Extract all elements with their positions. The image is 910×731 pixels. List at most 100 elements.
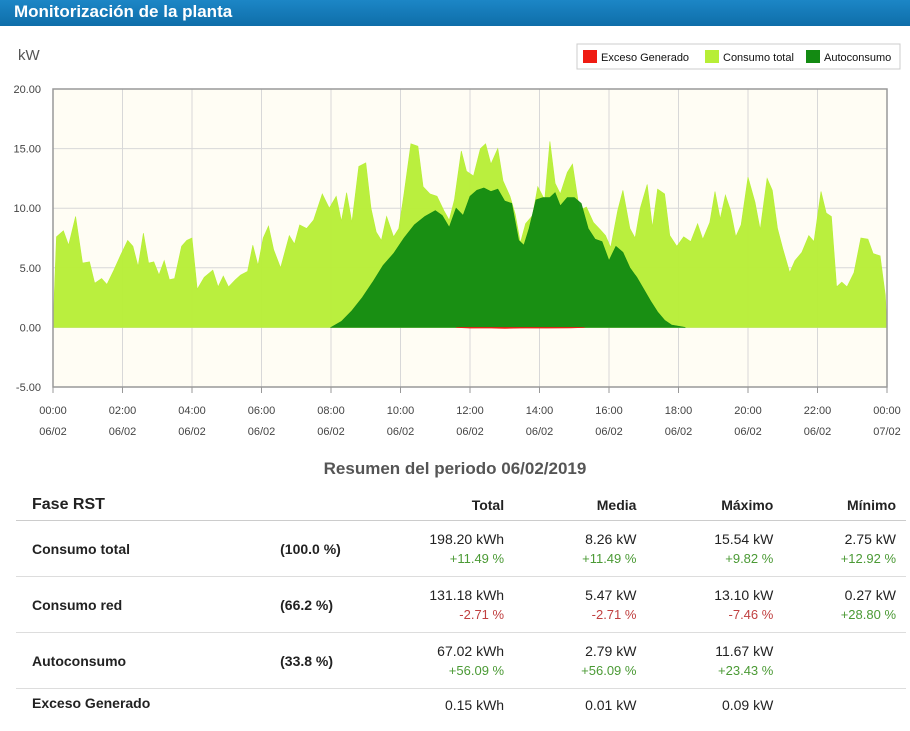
summary-header-row: Fase RST Total Media Máximo Mínimo (16, 490, 906, 521)
x-tick-date-label: 06/02 (804, 426, 832, 438)
col-header-total: Total (392, 490, 514, 521)
row-percent: (66.2 %) (280, 577, 392, 633)
cell-minimo: 2.75 kW+12.92 % (783, 521, 906, 577)
summary-row-autoconsumo: Autoconsumo (33.8 %) 67.02 kWh+56.09 % 2… (16, 633, 906, 689)
x-axis: 00:0006/0202:0006/0204:0006/0206:0006/02… (39, 387, 901, 438)
y-tick-label: 10.00 (13, 203, 41, 215)
y-axis: 20.00 15.00 10.00 5.00 0.00 -5.00 (13, 84, 41, 394)
col-header-minimo: Mínimo (783, 490, 906, 521)
cell-maximo: 0.09 kW (646, 689, 783, 731)
value-maximo: 15.54 kW (646, 529, 773, 549)
x-tick-date-label: 06/02 (665, 426, 693, 438)
page-title: Monitorización de la planta (14, 2, 232, 22)
cell-total: 0.15 kWh (392, 689, 514, 731)
value-media: 0.01 kW (514, 695, 636, 715)
legend-label: Consumo total (723, 52, 794, 64)
col-header-maximo: Máximo (646, 490, 783, 521)
summary-row-consumo-red: Consumo red (66.2 %) 131.18 kWh-2.71 % 5… (16, 577, 906, 633)
legend-swatch (806, 50, 820, 63)
cell-total: 131.18 kWh-2.71 % (392, 577, 514, 633)
delta-maximo: -7.46 % (646, 605, 773, 625)
summary-table: Fase RST Total Media Máximo Mínimo Consu… (16, 490, 906, 731)
x-tick-time-label: 10:00 (387, 405, 415, 417)
summary-title: Resumen del periodo 06/02/2019 (0, 459, 910, 479)
delta-minimo: +28.80 % (783, 605, 896, 625)
cell-maximo: 15.54 kW+9.82 % (646, 521, 783, 577)
delta-maximo: +23.43 % (646, 661, 773, 681)
value-total: 131.18 kWh (392, 585, 504, 605)
delta-media: +11.49 % (514, 549, 636, 569)
value-media: 8.26 kW (514, 529, 636, 549)
consumption-chart: 20.00 15.00 10.00 5.00 0.00 -5.00 00:00 06/02 0… (0, 26, 910, 446)
row-name: Autoconsumo (16, 633, 280, 689)
x-tick-date-label: 06/02 (526, 426, 554, 438)
cell-minimo: 0.27 kW+28.80 % (783, 577, 906, 633)
series-area-exceso-generado (456, 327, 585, 328)
x-tick-time-label: 00:00 (873, 405, 901, 417)
value-total: 198.20 kWh (392, 529, 504, 549)
cell-total: 67.02 kWh+56.09 % (392, 633, 514, 689)
x-tick-time-label: 18:00 (665, 405, 693, 417)
delta-media: -2.71 % (514, 605, 636, 625)
value-minimo: 2.75 kW (783, 529, 896, 549)
cell-minimo (783, 689, 906, 731)
cell-minimo (783, 633, 906, 689)
legend: Exceso Generado Consumo total Autoconsumo (577, 44, 900, 69)
x-tick-date-label: 06/02 (178, 426, 206, 438)
legend-swatch (705, 50, 719, 63)
x-tick-time-label: 12:00 (456, 405, 484, 417)
y-tick-label: 15.00 (13, 144, 41, 156)
row-percent: (33.8 %) (280, 633, 392, 689)
y-tick-label: 5.00 (20, 263, 41, 275)
x-tick-date-label: 06/02 (39, 426, 67, 438)
value-maximo: 13.10 kW (646, 585, 773, 605)
x-tick-time-label: 16:00 (595, 405, 623, 417)
delta-maximo: +9.82 % (646, 549, 773, 569)
x-tick-time-label: 20:00 (734, 405, 762, 417)
row-name: Consumo total (16, 521, 280, 577)
value-total: 0.15 kWh (392, 695, 504, 715)
y-tick-label: -5.00 (16, 382, 41, 394)
x-tick-date-label: 06/02 (248, 426, 276, 438)
legend-label: Autoconsumo (824, 52, 891, 64)
cell-media: 2.79 kW+56.09 % (514, 633, 646, 689)
x-tick-date-label: 06/02 (317, 426, 345, 438)
col-header-pct (280, 490, 392, 521)
x-tick-date-label: 06/02 (387, 426, 415, 438)
y-tick-label: 0.00 (20, 322, 41, 334)
x-tick-date-label: 06/02 (456, 426, 484, 438)
x-tick-date-label: 07/02 (873, 426, 901, 438)
page-header: Monitorización de la planta (0, 0, 910, 26)
value-minimo: 0.27 kW (783, 585, 896, 605)
x-tick-date-label: 06/02 (734, 426, 762, 438)
delta-media: +56.09 % (514, 661, 636, 681)
delta-minimo: +12.92 % (783, 549, 896, 569)
row-name: Consumo red (16, 577, 280, 633)
delta-total: +56.09 % (392, 661, 504, 681)
y-tick-label: 20.00 (13, 84, 41, 96)
x-tick-time-label: 08:00 (317, 405, 345, 417)
y-axis-label: kW (18, 47, 41, 64)
value-maximo: 11.67 kW (646, 641, 773, 661)
legend-swatch (583, 50, 597, 63)
cell-media: 8.26 kW+11.49 % (514, 521, 646, 577)
cell-total: 198.20 kWh+11.49 % (392, 521, 514, 577)
x-tick-time-label: 14:00 (526, 405, 554, 417)
x-tick-time-label: 02:00 (109, 405, 137, 417)
row-percent (280, 689, 392, 731)
summary-row-consumo-total: Consumo total (100.0 %) 198.20 kWh+11.49… (16, 521, 906, 577)
x-tick-time-label: 00:00 (39, 405, 67, 417)
row-name: Exceso Generado (16, 689, 280, 731)
legend-label: Exceso Generado (601, 52, 689, 64)
summary-row-exceso-generado: Exceso Generado 0.15 kWh 0.01 kW 0.09 kW (16, 689, 906, 731)
cell-maximo: 11.67 kW+23.43 % (646, 633, 783, 689)
value-media: 2.79 kW (514, 641, 636, 661)
x-tick-time-label: 04:00 (178, 405, 206, 417)
delta-total: +11.49 % (392, 549, 504, 569)
row-percent: (100.0 %) (280, 521, 392, 577)
cell-media: 5.47 kW-2.71 % (514, 577, 646, 633)
cell-media: 0.01 kW (514, 689, 646, 731)
col-header-phase: Fase RST (16, 490, 280, 521)
delta-total: -2.71 % (392, 605, 504, 625)
value-maximo: 0.09 kW (646, 695, 773, 715)
